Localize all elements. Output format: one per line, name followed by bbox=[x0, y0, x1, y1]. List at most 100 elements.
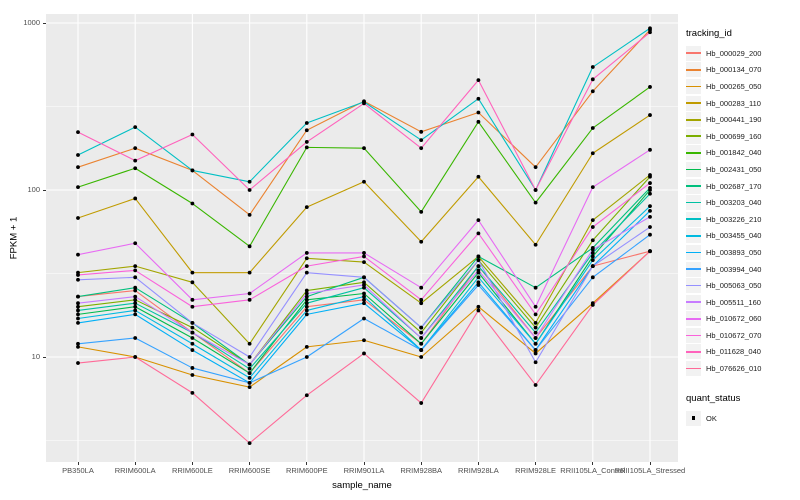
data-point bbox=[590, 264, 595, 269]
legend-label: Hb_003226_210 bbox=[706, 214, 762, 224]
data-point bbox=[190, 366, 195, 370]
data-point bbox=[476, 96, 481, 101]
data-point bbox=[648, 26, 652, 31]
legend-item: Hb_000283_110 bbox=[686, 95, 800, 112]
x-tick-mark bbox=[477, 462, 479, 465]
legend-label: Hb_000283_110 bbox=[706, 98, 761, 108]
data-point bbox=[590, 258, 595, 263]
data-point bbox=[190, 330, 195, 335]
legend-key bbox=[686, 128, 701, 144]
legend-key bbox=[686, 178, 701, 194]
x-tick-mark bbox=[535, 462, 537, 465]
data-point bbox=[419, 336, 424, 340]
data-point bbox=[590, 247, 595, 252]
data-point bbox=[476, 258, 481, 263]
data-point bbox=[476, 254, 481, 259]
data-point bbox=[304, 393, 309, 398]
legend-label: Hb_000265_050 bbox=[706, 81, 762, 91]
data-point bbox=[190, 280, 195, 285]
legend-item: Hb_000699_160 bbox=[686, 128, 800, 145]
y-tick-mark bbox=[43, 189, 46, 191]
legend-item: Hb_001842_040 bbox=[686, 145, 800, 162]
legend-label: Hb_005511_160 bbox=[706, 297, 761, 307]
data-point bbox=[419, 146, 424, 151]
legend-item: Hb_000134_070 bbox=[686, 62, 800, 79]
data-point bbox=[76, 277, 80, 282]
data-point bbox=[304, 121, 309, 125]
data-point bbox=[533, 325, 538, 330]
data-point bbox=[247, 385, 252, 390]
data-point bbox=[648, 191, 652, 196]
data-point bbox=[590, 238, 595, 243]
legend-label: Hb_011628_040 bbox=[706, 347, 761, 357]
x-tick-label: RRIM928BA bbox=[400, 466, 443, 475]
data-point bbox=[133, 125, 138, 130]
data-point bbox=[362, 316, 366, 321]
data-point bbox=[533, 200, 538, 205]
legend-key bbox=[686, 145, 701, 161]
y-tick-mark bbox=[43, 356, 46, 358]
data-point bbox=[590, 251, 595, 255]
data-point bbox=[76, 252, 80, 257]
data-point bbox=[476, 264, 481, 269]
data-point bbox=[590, 151, 595, 156]
data-point bbox=[362, 291, 366, 296]
data-point bbox=[648, 113, 652, 117]
data-point bbox=[590, 218, 595, 223]
legend-line-swatch bbox=[686, 185, 701, 187]
legend-label: Hb_003994_040 bbox=[706, 264, 762, 274]
data-point bbox=[76, 273, 80, 277]
legend-key bbox=[686, 95, 701, 111]
data-point bbox=[304, 297, 309, 302]
data-point bbox=[533, 341, 538, 346]
data-point bbox=[648, 174, 652, 179]
legend-item: Hb_002687_170 bbox=[686, 178, 800, 195]
data-point bbox=[76, 304, 80, 309]
data-point bbox=[590, 77, 595, 82]
data-point bbox=[648, 181, 652, 185]
data-point bbox=[76, 294, 80, 299]
data-point bbox=[133, 241, 138, 246]
point-swatch bbox=[691, 416, 696, 420]
legend-key bbox=[686, 261, 701, 277]
chart-panel bbox=[46, 14, 678, 462]
data-point bbox=[133, 196, 138, 201]
x-tick-mark bbox=[249, 462, 251, 465]
data-point bbox=[190, 132, 195, 137]
data-point bbox=[304, 288, 309, 293]
legend-label: Hb_000134_070 bbox=[706, 65, 762, 75]
y-tick-label: 10 bbox=[31, 352, 40, 361]
x-tick-label: RRII105LA_Stressed bbox=[614, 466, 686, 475]
x-tick-mark bbox=[191, 462, 193, 465]
data-point bbox=[133, 308, 138, 313]
x-tick-label: RRII105LA_Control bbox=[560, 466, 626, 475]
data-point bbox=[247, 188, 252, 192]
data-point bbox=[476, 174, 481, 179]
legend: tracking_id Hb_000029_200 Hb_000134_070 Hb… bbox=[686, 28, 800, 426]
data-point bbox=[190, 168, 195, 173]
quant-status-legend-items: OK bbox=[686, 410, 800, 427]
x-tick-label: PB350LA bbox=[62, 466, 94, 475]
legend-item: Hb_076626_010 bbox=[686, 360, 800, 377]
data-point bbox=[533, 330, 538, 335]
data-point bbox=[190, 201, 195, 206]
legend-item: Hb_000265_050 bbox=[686, 78, 800, 95]
legend-key bbox=[686, 62, 701, 78]
data-point bbox=[133, 288, 138, 293]
data-point bbox=[133, 312, 138, 317]
data-point bbox=[190, 297, 195, 302]
data-point bbox=[419, 341, 424, 346]
data-point bbox=[304, 344, 309, 349]
data-point bbox=[133, 336, 138, 340]
data-point bbox=[533, 242, 538, 247]
y-tick-label: 1000 bbox=[23, 18, 40, 27]
data-point bbox=[76, 301, 80, 306]
data-point bbox=[419, 138, 424, 142]
data-point bbox=[133, 355, 138, 359]
y-tick-mark bbox=[43, 22, 46, 24]
data-point bbox=[190, 325, 195, 330]
data-point bbox=[648, 249, 652, 254]
data-point bbox=[533, 348, 538, 352]
x-tick-label: RRIM928LE bbox=[515, 466, 557, 475]
x-tick-mark bbox=[306, 462, 308, 465]
